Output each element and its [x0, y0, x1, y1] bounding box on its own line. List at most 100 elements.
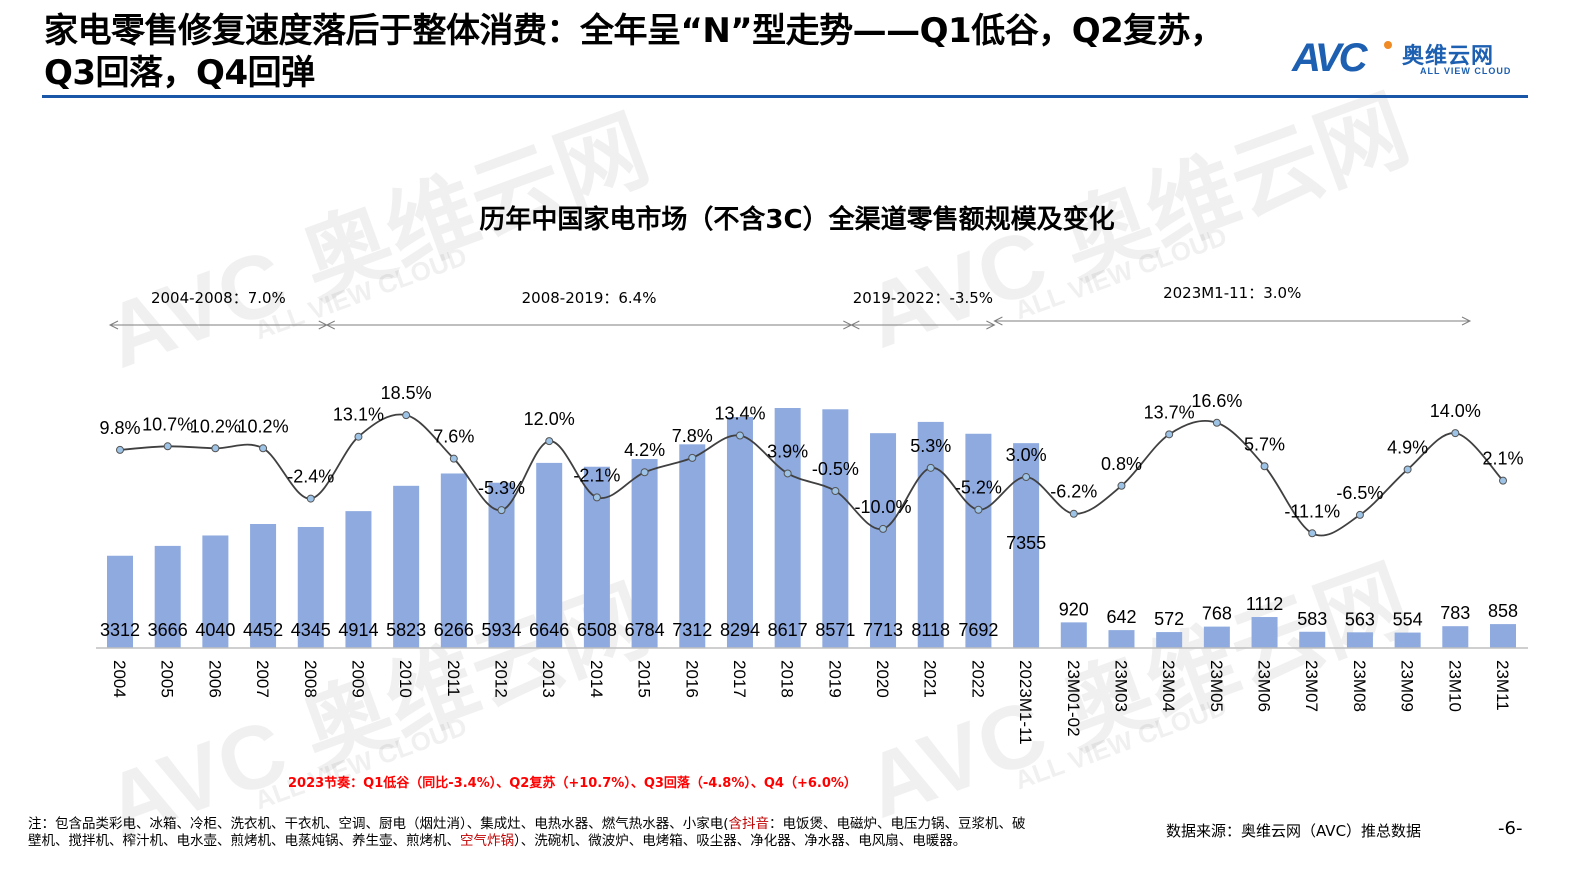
- growth-label: 7.6%: [433, 427, 474, 447]
- bar: [822, 409, 849, 648]
- rhythm-note: 2023节奏：Q1低谷（同比-3.4%）、Q2复苏（+10.7%）、Q3回落（-…: [288, 776, 857, 791]
- growth-marker: [211, 444, 220, 453]
- growth-marker: [1499, 476, 1507, 485]
- growth-label: -5.2%: [955, 478, 1002, 498]
- bar: [202, 535, 229, 648]
- bar: [631, 459, 658, 648]
- growth-marker: [259, 444, 268, 453]
- growth-label: 18.5%: [381, 383, 432, 403]
- x-tick-label: 23M06: [1255, 660, 1274, 712]
- growth-label: 4.2%: [624, 440, 665, 460]
- bar-value-label: 5934: [481, 620, 521, 640]
- bar: [1442, 626, 1469, 648]
- x-tick-label: 2009: [348, 660, 367, 698]
- growth-marker: [497, 506, 506, 515]
- bar-value-label: 6266: [434, 620, 474, 640]
- x-tick-label: 2011: [444, 660, 463, 697]
- growth-label: 3.9%: [767, 441, 808, 461]
- arrow-head-left: [108, 320, 119, 330]
- growth-label: -6.5%: [1336, 483, 1383, 503]
- growth-marker: [735, 431, 744, 440]
- bar: [1108, 630, 1135, 648]
- bar-value-label: 4345: [291, 620, 331, 640]
- growth-label: -11.1%: [1284, 501, 1340, 521]
- growth-marker: [1165, 430, 1174, 439]
- growth-label: 9.8%: [99, 418, 140, 438]
- bar-value-label: 572: [1154, 609, 1184, 629]
- x-tick-label: 23M01-02: [1064, 660, 1083, 737]
- growth-marker: [449, 454, 458, 463]
- growth-label: -0.5%: [812, 459, 859, 479]
- growth-marker: [116, 445, 124, 454]
- x-tick-label: 23M08: [1350, 660, 1369, 712]
- growth-label: -10.0%: [855, 497, 912, 517]
- bar-value-label: 7713: [863, 620, 903, 640]
- x-tick-label: 2010: [396, 660, 415, 698]
- period-cagr-label: 2019-2022：-3.5%: [853, 289, 993, 307]
- x-tick-label: 23M11: [1493, 660, 1512, 711]
- x-tick-label: 2006: [205, 660, 224, 698]
- bar: [107, 555, 133, 648]
- x-tick-label: 2020: [873, 660, 892, 698]
- growth-marker: [974, 505, 983, 514]
- page-title: 家电零售修复速度落后于整体消费：全年呈“N”型走势——Q1低谷，Q2复苏，Q3回…: [44, 11, 1224, 93]
- growth-marker: [306, 494, 315, 503]
- growth-label: 13.1%: [333, 405, 384, 425]
- arrow-head-left: [325, 320, 335, 330]
- x-tick-label: 2012: [492, 660, 511, 698]
- arrow-head-left: [850, 320, 860, 330]
- bar: [1251, 617, 1278, 648]
- bar: [536, 462, 563, 648]
- bar-value-label: 8118: [911, 620, 950, 640]
- period-cagr-label: 2023M1-11：3.0%: [1163, 284, 1301, 302]
- growth-marker: [1260, 462, 1269, 471]
- growth-marker: [879, 524, 888, 533]
- x-tick-label: 23M10: [1445, 660, 1464, 712]
- growth-marker: [640, 468, 649, 477]
- bar: [679, 444, 706, 648]
- growth-label: -5.3%: [478, 478, 525, 498]
- growth-marker: [1403, 465, 1412, 474]
- growth-label: 12.0%: [524, 409, 575, 429]
- x-tick-label: 2017: [730, 660, 749, 698]
- growth-marker: [1451, 429, 1460, 438]
- growth-marker: [402, 411, 411, 420]
- growth-label: -2.1%: [573, 465, 620, 485]
- bar: [440, 473, 467, 648]
- bar-value-label: 783: [1440, 603, 1470, 623]
- growth-label: 14.0%: [1430, 401, 1481, 421]
- header-divider: [42, 95, 1528, 98]
- growth-marker: [545, 437, 554, 446]
- growth-label: 7.8%: [672, 426, 713, 446]
- bar-value-label: 5823: [386, 620, 426, 640]
- growth-label: 2.1%: [1482, 449, 1523, 469]
- bar-value-label: 6646: [529, 620, 569, 640]
- bar-value-label: 858: [1488, 601, 1518, 621]
- bar-value-label: 4914: [338, 620, 378, 640]
- x-tick-label: 23M05: [1207, 660, 1226, 712]
- x-tick-label: 2018: [778, 660, 797, 698]
- period-cagr-label: 2004-2008：7.0%: [151, 289, 286, 307]
- page-number: -6-: [1498, 818, 1523, 839]
- growth-marker: [354, 432, 363, 441]
- x-tick-label: 2021: [921, 660, 940, 698]
- bar-value-label: 7692: [958, 620, 998, 640]
- bar: [297, 526, 324, 648]
- bar-value-label: 554: [1393, 610, 1423, 630]
- bar-value-label: 583: [1297, 609, 1327, 629]
- growth-marker: [926, 463, 935, 472]
- growth-label: 13.7%: [1144, 402, 1195, 422]
- bar-value-label: 8294: [720, 620, 760, 640]
- bar-value-label: 7355: [1006, 533, 1046, 553]
- x-tick-label: 2022: [968, 660, 987, 698]
- x-tick-label: 23M09: [1398, 660, 1417, 712]
- bar: [1156, 632, 1183, 648]
- x-tick-label: 23M04: [1159, 660, 1178, 712]
- bar: [917, 421, 944, 648]
- x-tick-label: 2013: [539, 660, 558, 698]
- bar: [774, 408, 801, 648]
- bar-value-label: 3666: [148, 620, 188, 640]
- bar-value-label: 7312: [672, 620, 712, 640]
- bar: [154, 545, 181, 648]
- growth-label: 13.4%: [714, 404, 765, 424]
